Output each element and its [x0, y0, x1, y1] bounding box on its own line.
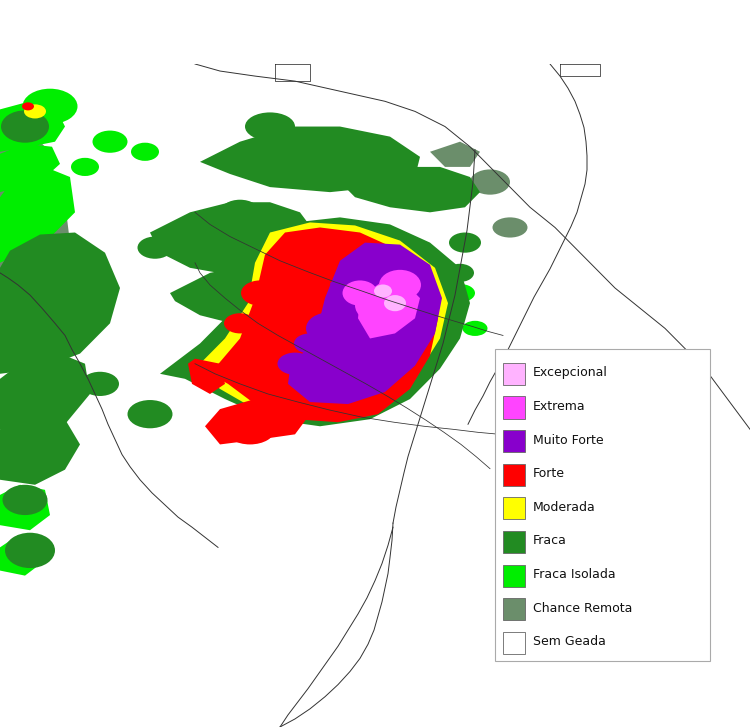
- Polygon shape: [430, 142, 480, 167]
- Ellipse shape: [280, 129, 340, 164]
- Ellipse shape: [128, 400, 172, 428]
- Ellipse shape: [384, 295, 406, 311]
- Polygon shape: [200, 126, 420, 192]
- Ellipse shape: [325, 278, 395, 329]
- Ellipse shape: [71, 158, 99, 176]
- Ellipse shape: [81, 371, 119, 396]
- Polygon shape: [205, 399, 310, 444]
- Bar: [503, 531, 525, 553]
- Polygon shape: [0, 352, 90, 434]
- Text: Excepcional: Excepcional: [533, 366, 608, 379]
- Polygon shape: [0, 248, 80, 324]
- Ellipse shape: [374, 284, 392, 297]
- Polygon shape: [0, 101, 65, 152]
- Ellipse shape: [368, 264, 422, 302]
- Polygon shape: [0, 167, 75, 262]
- Polygon shape: [0, 262, 70, 344]
- Ellipse shape: [245, 113, 295, 140]
- Text: Muito Forte: Muito Forte: [533, 433, 604, 446]
- Ellipse shape: [343, 281, 377, 305]
- Bar: [503, 565, 525, 587]
- Ellipse shape: [470, 169, 510, 195]
- Ellipse shape: [131, 142, 159, 161]
- Text: Validade: 06:00 UTC do dia 20/08/2022 ( i + 126 horas ): Validade: 06:00 UTC do dia 20/08/2022 ( …: [188, 49, 562, 62]
- Ellipse shape: [463, 321, 488, 336]
- Polygon shape: [0, 144, 60, 192]
- Ellipse shape: [396, 285, 424, 301]
- Polygon shape: [330, 265, 420, 316]
- Polygon shape: [0, 182, 55, 233]
- Bar: [495, 348, 710, 662]
- Polygon shape: [230, 142, 390, 182]
- Bar: [503, 598, 525, 620]
- Ellipse shape: [2, 485, 47, 515]
- Polygon shape: [160, 217, 470, 426]
- Ellipse shape: [268, 235, 292, 250]
- Text: Extrema: Extrema: [533, 400, 586, 413]
- Ellipse shape: [24, 105, 46, 119]
- Ellipse shape: [493, 217, 527, 238]
- Ellipse shape: [1, 111, 49, 142]
- Polygon shape: [0, 233, 120, 374]
- Ellipse shape: [178, 218, 223, 246]
- Ellipse shape: [294, 334, 326, 353]
- Ellipse shape: [392, 180, 437, 205]
- Polygon shape: [170, 262, 330, 326]
- Text: Chance Remota: Chance Remota: [533, 602, 632, 615]
- Polygon shape: [358, 283, 420, 339]
- Polygon shape: [340, 167, 480, 212]
- Bar: [503, 632, 525, 654]
- Ellipse shape: [5, 533, 55, 568]
- Polygon shape: [210, 228, 438, 422]
- Ellipse shape: [22, 89, 77, 124]
- Polygon shape: [0, 182, 70, 293]
- Polygon shape: [0, 132, 55, 243]
- Polygon shape: [0, 416, 80, 485]
- Ellipse shape: [355, 287, 405, 324]
- Ellipse shape: [278, 353, 313, 375]
- Ellipse shape: [241, 281, 279, 305]
- Text: Sem Geada: Sem Geada: [533, 635, 606, 648]
- Bar: [503, 497, 525, 520]
- Polygon shape: [288, 243, 442, 404]
- Bar: [503, 464, 525, 486]
- Ellipse shape: [343, 147, 398, 177]
- Bar: [503, 396, 525, 419]
- Text: COSMO 7km - Previsão de GEADA: COSMO 7km - Previsão de GEADA: [224, 12, 526, 26]
- Ellipse shape: [306, 312, 354, 345]
- Polygon shape: [0, 535, 45, 576]
- Ellipse shape: [335, 254, 365, 272]
- Ellipse shape: [220, 200, 260, 225]
- Ellipse shape: [92, 131, 128, 153]
- Text: Fraca: Fraca: [533, 534, 567, 547]
- Ellipse shape: [445, 284, 475, 302]
- Text: Moderada: Moderada: [533, 501, 596, 514]
- Ellipse shape: [137, 236, 172, 259]
- Polygon shape: [188, 358, 225, 394]
- Ellipse shape: [379, 270, 421, 300]
- Polygon shape: [150, 202, 315, 275]
- Text: Inicialização (i): 00:00 UTC do dia 15/08/2022: Inicialização (i): 00:00 UTC do dia 15/0…: [224, 31, 526, 44]
- Ellipse shape: [446, 264, 474, 282]
- Ellipse shape: [224, 313, 256, 334]
- Ellipse shape: [449, 233, 481, 253]
- Polygon shape: [195, 222, 448, 419]
- Bar: [503, 430, 525, 452]
- Polygon shape: [0, 485, 50, 530]
- Text: Forte: Forte: [533, 467, 565, 481]
- Bar: [503, 363, 525, 385]
- Ellipse shape: [225, 414, 275, 444]
- Text: Fraca Isolada: Fraca Isolada: [533, 568, 616, 581]
- Ellipse shape: [22, 103, 34, 111]
